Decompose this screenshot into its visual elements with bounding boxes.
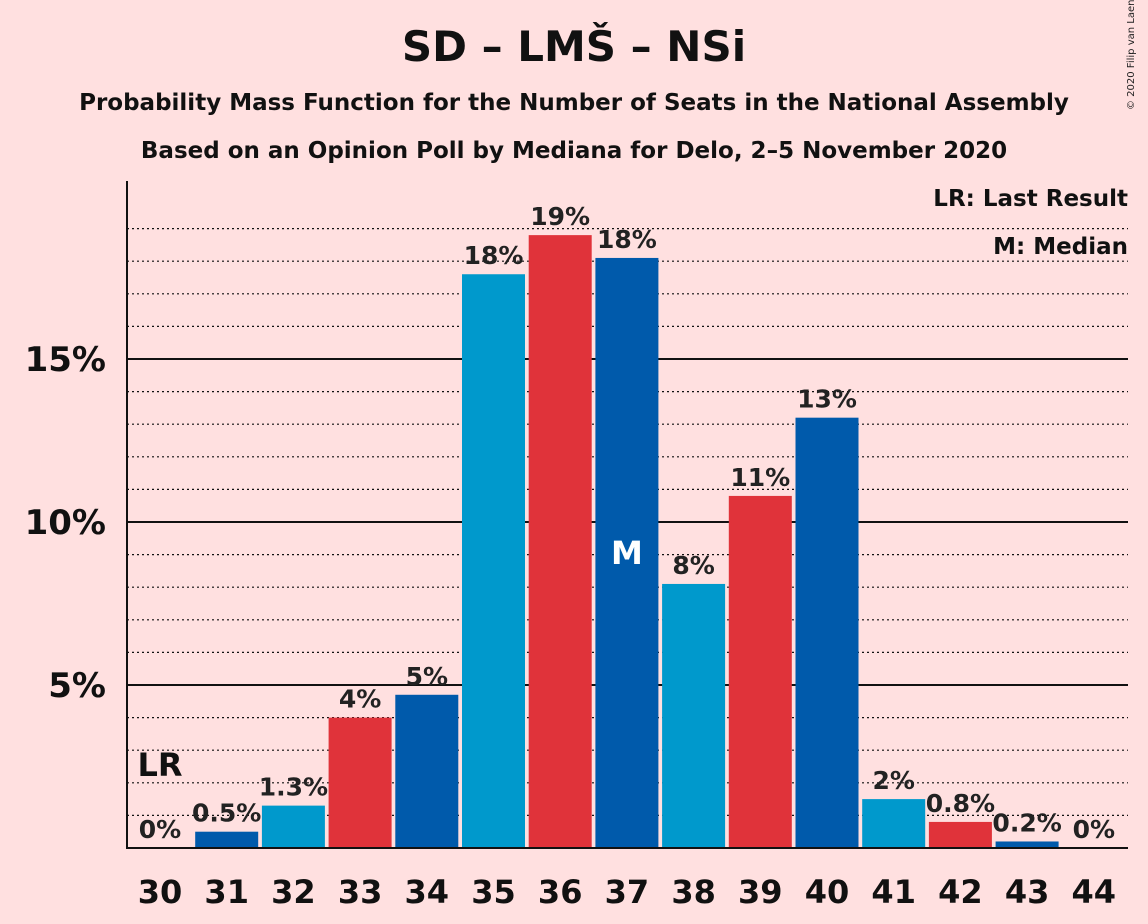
bar-40 [795,417,859,848]
data-label-37: 18% [597,225,657,254]
x-tick-label: 33 [338,873,383,911]
bar-37 [595,257,659,848]
x-tick-label: 36 [538,873,583,911]
chart-subtitle-1: Probability Mass Function for the Number… [79,90,1069,116]
data-label-43: 0.2% [992,808,1061,837]
bar-39 [728,495,792,848]
x-tick-label: 40 [805,873,850,911]
x-tick-label: 30 [138,873,183,911]
x-tick-label: 39 [738,873,783,911]
data-label-40: 13% [797,385,857,414]
chart-subtitle-2: Based on an Opinion Poll by Mediana for … [140,138,1008,164]
data-label-31: 0.5% [192,799,261,828]
x-tick-label: 32 [271,873,316,911]
bar-34 [395,694,459,848]
last-result-marker: LR [137,746,182,784]
data-label-33: 4% [339,685,381,714]
data-label-41: 2% [872,766,914,795]
bar-41 [862,799,926,848]
x-tick-label: 43 [1005,873,1050,911]
bar-31 [195,831,259,848]
x-tick-label: 41 [871,873,916,911]
x-tick-label: 34 [405,873,450,911]
legend-last-result: LR: Last Result [927,186,1128,212]
y-tick-label: 5% [48,666,106,706]
x-tick-label: 31 [204,873,249,911]
data-label-44: 0% [1073,815,1115,844]
bar-38 [662,583,726,848]
x-tick-label: 42 [938,873,983,911]
axes: 5% 10% 15% 30 31 32 33 34 35 36 37 38 39 40 41 42 43 44 [25,181,1128,911]
x-tick-label: 44 [1072,873,1117,911]
bar-33 [328,717,392,848]
bars [195,235,1059,848]
data-label-39: 11% [730,463,790,492]
data-label-32: 1.3% [259,773,328,802]
y-tick-label: 10% [25,503,106,543]
legend-median: M: Median [987,234,1128,260]
data-label-34: 5% [406,662,448,691]
bar-43 [995,841,1059,848]
bar-32 [261,805,325,848]
data-label-36: 19% [530,202,590,231]
bar-36 [528,235,592,848]
x-tick-label: 38 [671,873,716,911]
y-tick-label: 15% [25,340,106,380]
bar-35 [462,274,525,848]
x-tick-label: 37 [605,873,650,911]
x-tick-label: 35 [471,873,516,911]
median-marker: M [611,534,643,572]
data-label-42: 0.8% [926,789,995,818]
data-labels: 0% 0.5%1.3% 4% 5% 18%19%18% 8% 11% 13% 2% 0.8%0.2… [137,202,1115,844]
data-label-38: 8% [672,551,714,580]
chart-title: SD – LMŠ – NSi [401,22,747,71]
data-label-30: 0% [139,815,181,844]
data-label-35: 18% [464,241,524,270]
bar-42 [928,821,992,848]
